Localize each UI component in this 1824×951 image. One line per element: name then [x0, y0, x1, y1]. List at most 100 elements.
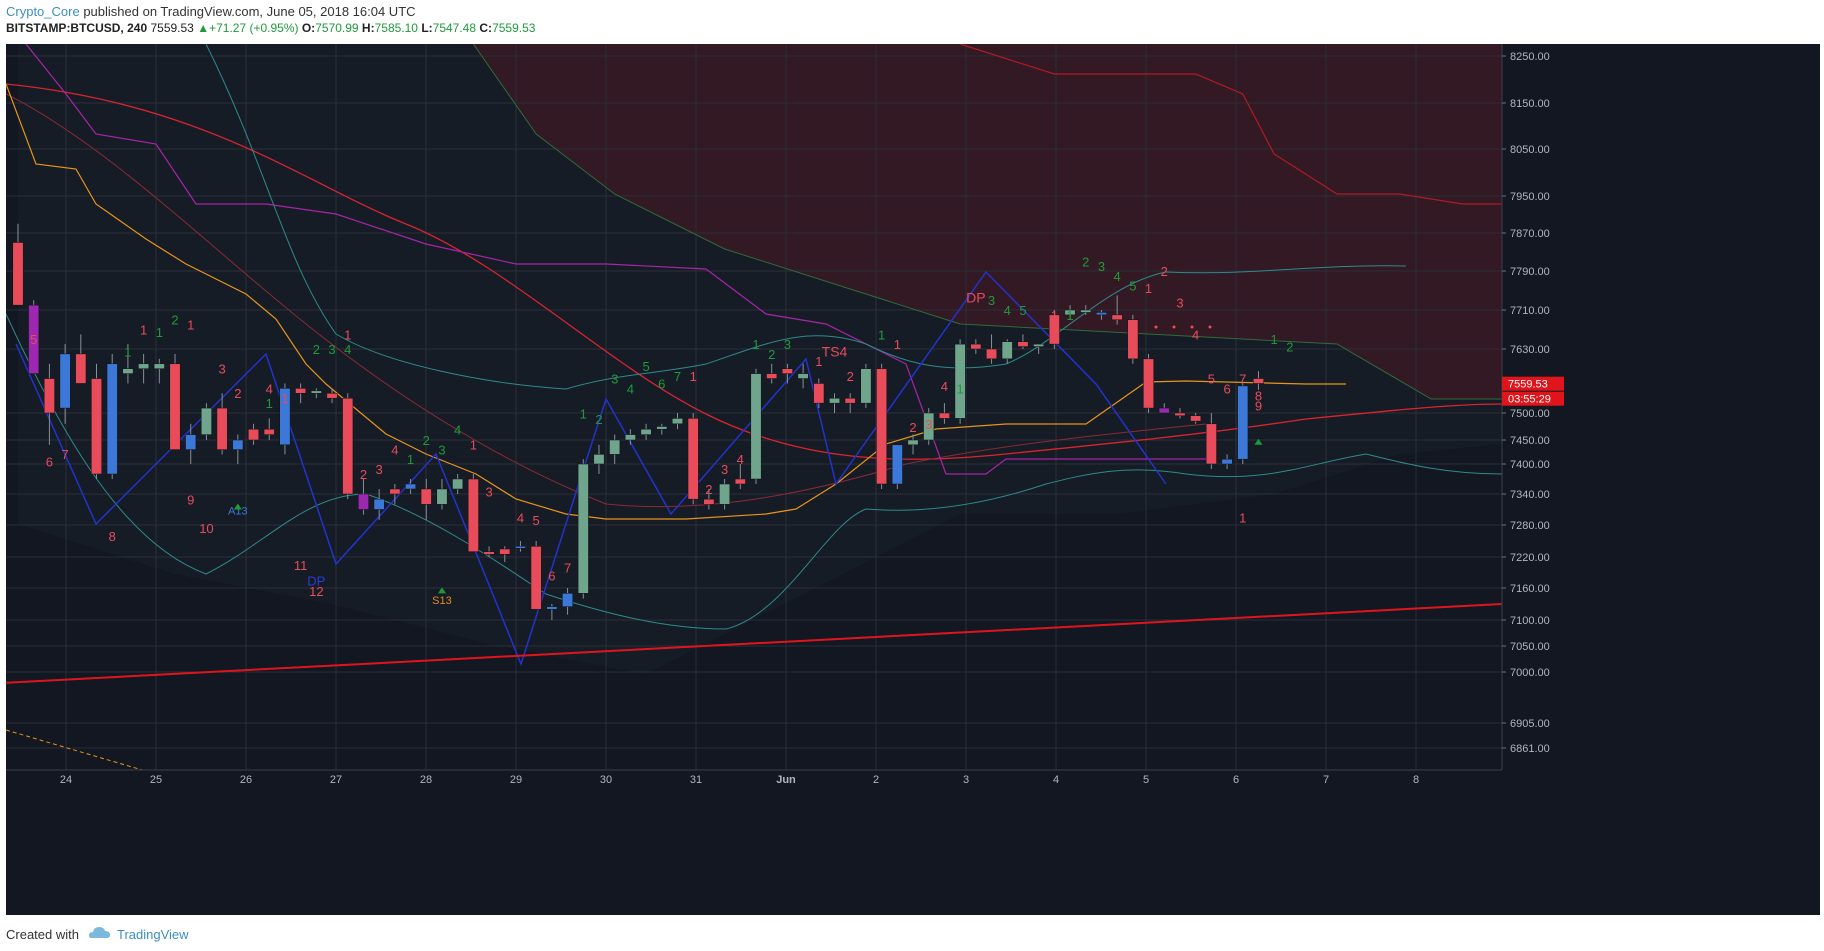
candle-body [593, 454, 605, 465]
chart-area[interactable]: 5 6 7 8 9 10 1 1 1 2 1 3 2 4 1 1 2 3 4 1 2 3 4 1 2 3 4 1 2 3 4 5 6 7 11 12 1… [6, 44, 1820, 915]
low-label: L: [421, 21, 433, 35]
tradingview-brand-link[interactable]: TradingView [117, 927, 189, 942]
td-count-label: 4 [737, 452, 744, 467]
candle-body [609, 439, 621, 455]
td-count-label: 8 [109, 529, 116, 544]
td-count-label: 3 [376, 462, 383, 477]
candle-body [1253, 378, 1264, 384]
candle-body [515, 546, 526, 549]
candle-body [1237, 385, 1249, 460]
candle-body [530, 546, 542, 610]
up-arrow-icon [1254, 438, 1263, 445]
td-count-label: 3 [721, 462, 728, 477]
candle-body [750, 373, 762, 480]
td-count-label: 3 [328, 342, 335, 357]
price-tick-label: 7000.00 [1510, 667, 1550, 679]
td-count-label: 4 [344, 342, 351, 357]
footer: Created with TradingView [0, 915, 1824, 951]
current-price-label: 7559.53 [1508, 379, 1548, 391]
candle-body [1048, 314, 1060, 345]
candle-body [640, 428, 652, 435]
last-price: 7559.53 [150, 21, 194, 35]
td-count-label: 7 [564, 561, 571, 576]
candle-body [153, 363, 165, 369]
symbol-label[interactable]: BITSTAMP:BTCUSD, 240 [6, 21, 148, 35]
candle-body [138, 363, 150, 369]
candle-body [1143, 358, 1154, 409]
td-count-label: 1 [1066, 308, 1073, 323]
td-count-label: 3 [784, 337, 791, 352]
td-count-label: 2 [234, 386, 241, 401]
support-trendline [6, 603, 1503, 684]
candle-body [1221, 458, 1233, 465]
price-tick-label: 7790.00 [1510, 266, 1550, 278]
candle-body [405, 483, 416, 490]
price-tick-label: 7870.00 [1510, 228, 1550, 240]
candle-body [829, 397, 840, 404]
signal-label: DP [966, 290, 985, 306]
candle-body [1205, 423, 1217, 465]
current-price-badge [1502, 376, 1564, 391]
td-count-label: 1 [407, 452, 414, 467]
td-count-label: 1 [1271, 332, 1278, 347]
candle-body [1190, 415, 1202, 422]
time-tick-label: 6 [1233, 774, 1239, 786]
candle-body [970, 343, 982, 350]
td-count-label: 2 [313, 342, 320, 357]
candle-body [766, 373, 778, 379]
candle-body [436, 488, 448, 505]
dot-marker [1208, 325, 1212, 329]
price-tick-label: 7220.00 [1510, 552, 1550, 564]
candle-body [986, 348, 997, 360]
td-count-label: 2 [909, 420, 916, 435]
time-tick-label: 3 [963, 774, 969, 786]
td-count-label: 1 [1239, 510, 1246, 525]
td-count-label: 9 [187, 492, 194, 507]
candle-body [483, 551, 495, 555]
dot-marker [1172, 325, 1176, 329]
candle-body [342, 397, 354, 495]
td-count-label: 2 [1286, 339, 1293, 354]
price-tick-label: 6905.00 [1510, 718, 1550, 730]
kijun-line-orange [6, 83, 1346, 520]
td-count-label: 6 [46, 455, 53, 470]
candle-body [216, 407, 228, 450]
dot-marker [1190, 325, 1194, 329]
candle-body [1064, 309, 1076, 316]
candle-body [1127, 319, 1139, 360]
time-tick-label: 30 [600, 774, 612, 786]
change-value: +71.27 (+0.95%) [209, 21, 299, 35]
td-count-label: 3 [1176, 296, 1183, 311]
signal-label: S13 [432, 595, 452, 607]
candle-body [1001, 341, 1013, 360]
price-tick-label: 6861.00 [1510, 743, 1550, 755]
dashed-trendline [6, 729, 157, 775]
time-tick-label: 7 [1323, 774, 1329, 786]
publish-info: Crypto_Core published on TradingView.com… [6, 4, 416, 19]
td-count-label: 3 [219, 362, 226, 377]
td-count-label: 1 [187, 318, 194, 333]
time-tick-label: 26 [240, 774, 252, 786]
candle-body [781, 368, 793, 374]
td-count-label: 4 [941, 379, 948, 394]
author-link[interactable]: Crypto_Core [6, 4, 80, 19]
price-tick-label: 7160.00 [1510, 583, 1550, 595]
time-tick-label: 31 [690, 774, 702, 786]
candle-body [358, 493, 369, 510]
candle-body [185, 434, 197, 450]
created-with-text: Created with [6, 927, 79, 942]
bollinger-fill [18, 44, 1502, 674]
td-count-label: 5 [1129, 279, 1136, 294]
price-tick-label: 7500.00 [1510, 408, 1550, 420]
signal-label: TS4 [822, 343, 848, 359]
td-count-label: 3 [925, 417, 932, 432]
candle-body [373, 498, 385, 510]
td-count-label: 1 [266, 396, 273, 411]
td-count-label: 4 [454, 423, 461, 438]
td-count-label: 1 [690, 369, 697, 384]
price-tick-label: 7630.00 [1510, 344, 1550, 356]
candle-body [279, 388, 291, 446]
time-tick-label: 25 [150, 774, 162, 786]
candle-body [703, 498, 715, 505]
